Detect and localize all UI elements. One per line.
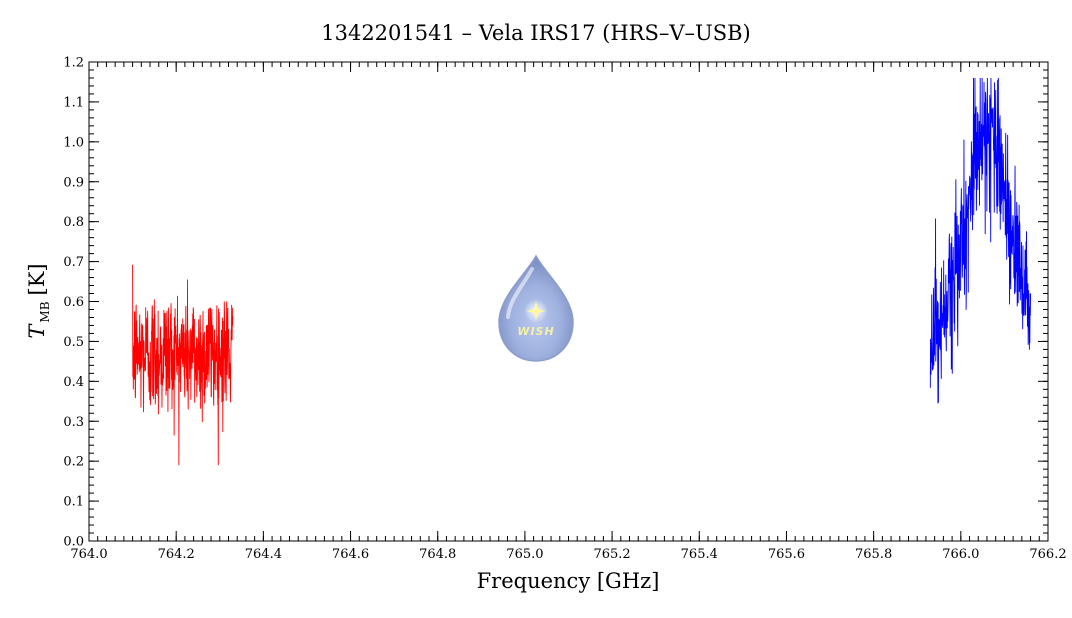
y-tick-label: 0.2 <box>63 455 84 470</box>
axis-ticks <box>88 61 1049 542</box>
y-tick-label: 0.5 <box>63 335 84 350</box>
y-tick-label: 1.2 <box>63 56 84 71</box>
chart-title: 1342201541 – Vela IRS17 (HRS–V–USB) <box>321 21 751 45</box>
x-tick-label: 766.2 <box>1029 547 1066 562</box>
x-axis-label: Frequency [GHz] <box>477 569 660 593</box>
x-tick-label: 764.6 <box>332 547 369 562</box>
y-axis-label-sub: MB <box>38 301 52 322</box>
y-tick-label: 0.9 <box>63 175 84 190</box>
logo-text: WISH <box>517 325 554 338</box>
series-line-0 <box>132 264 234 466</box>
x-tick-label: 764.2 <box>158 547 195 562</box>
wish-droplet-logo: WISH <box>498 254 574 362</box>
x-tick-label: 765.2 <box>593 547 630 562</box>
y-tick-label: 0.4 <box>63 375 84 390</box>
x-tick-label: 766.0 <box>942 547 979 562</box>
y-tick-label: 0.1 <box>63 495 84 510</box>
y-tick-label: 1.1 <box>63 95 84 110</box>
series-line-1 <box>929 77 1032 404</box>
spectrum-series <box>132 77 1032 466</box>
y-tick-label: 0.6 <box>63 295 84 310</box>
y-axis-label-unit: [K] <box>25 263 49 295</box>
y-tick-label: 0.0 <box>63 535 84 550</box>
plot-frame <box>88 61 1049 542</box>
y-axis-label: TMB [K] <box>25 263 52 338</box>
axis-tick-labels: 764.0 764.2 764.4 764.6 764.8 765.0 765.2 765.4… <box>63 56 1066 563</box>
y-axis-label-main: T <box>25 323 49 339</box>
x-tick-label: 764.0 <box>70 547 107 562</box>
x-tick-label: 765.8 <box>855 547 892 562</box>
x-tick-label: 764.4 <box>245 547 282 562</box>
y-tick-label: 0.7 <box>63 255 84 270</box>
x-tick-label: 765.6 <box>768 547 805 562</box>
x-tick-label: 765.4 <box>681 547 718 562</box>
y-tick-label: 0.3 <box>63 415 84 430</box>
y-tick-label: 0.8 <box>63 215 84 230</box>
x-tick-label: 765.0 <box>506 547 543 562</box>
svg-text:TMB[K]: TMB [K] <box>25 263 52 338</box>
x-tick-label: 764.8 <box>419 547 456 562</box>
y-tick-label: 1.0 <box>63 135 84 150</box>
